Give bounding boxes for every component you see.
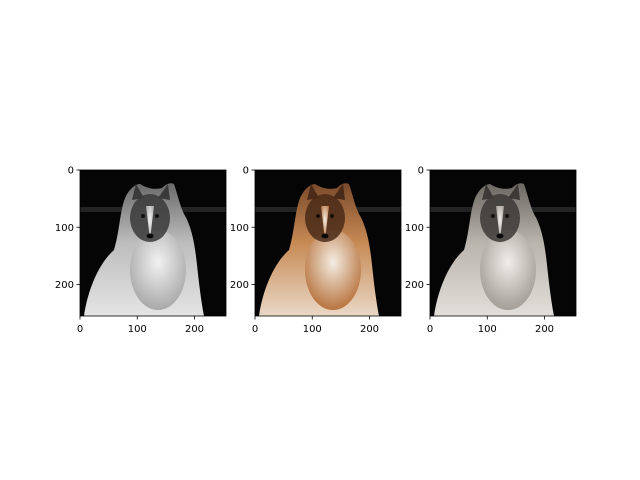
dog-blaze: [146, 206, 154, 240]
dog-ear-left: [482, 184, 494, 200]
y-tick-label: 200: [230, 280, 249, 291]
y-tick-label: 100: [230, 223, 249, 234]
axes-frame: [254, 169, 402, 317]
panel-desaturated: 0 100 200 0 100 200: [405, 166, 577, 335]
collie-photo: [255, 170, 401, 316]
dog-ear-right: [333, 184, 345, 200]
dog-chest: [305, 230, 361, 310]
axes-frame: [429, 169, 577, 317]
x-tick-label: 0: [77, 324, 83, 335]
dog-nose: [496, 233, 504, 239]
panel-grayscale: 0 100 200 0 100 200: [55, 166, 227, 335]
x-tick-label: 0: [427, 324, 433, 335]
dog-eye-right: [330, 214, 334, 218]
dog-chest: [480, 230, 536, 310]
dog-eye-right: [155, 214, 159, 218]
dog-nose: [146, 233, 154, 239]
panel-color: 0 100 200 0 100 200: [230, 166, 402, 335]
y-tick-label: 0: [68, 166, 74, 177]
dog-blaze: [321, 206, 329, 240]
y-tick-label: 200: [55, 280, 74, 291]
x-tick-label: 200: [535, 324, 554, 335]
dog-eye-left: [316, 214, 320, 218]
dog-eye-left: [141, 214, 145, 218]
x-tick-label: 0: [252, 324, 258, 335]
x-tick-label: 200: [360, 324, 379, 335]
dog-eye-left: [491, 214, 495, 218]
y-tick-label: 0: [418, 166, 424, 177]
x-tick-label: 100: [128, 324, 147, 335]
y-tick-label: 0: [243, 166, 249, 177]
y-tick-label: 100: [405, 223, 424, 234]
y-tick-label: 100: [55, 223, 74, 234]
dog-ear-left: [307, 184, 319, 200]
dog-chest: [130, 230, 186, 310]
y-tick-label: 200: [405, 280, 424, 291]
dog-nose: [321, 233, 329, 239]
x-tick-label: 200: [185, 324, 204, 335]
dog-eye-right: [505, 214, 509, 218]
x-tick-label: 100: [478, 324, 497, 335]
dog-ear-left: [132, 184, 144, 200]
x-tick-label: 100: [303, 324, 322, 335]
axes-frame: [79, 169, 227, 317]
collie-photo: [80, 170, 226, 316]
dog-blaze: [496, 206, 504, 240]
dog-ear-right: [508, 184, 520, 200]
collie-photo: [430, 170, 576, 316]
dog-ear-right: [158, 184, 170, 200]
